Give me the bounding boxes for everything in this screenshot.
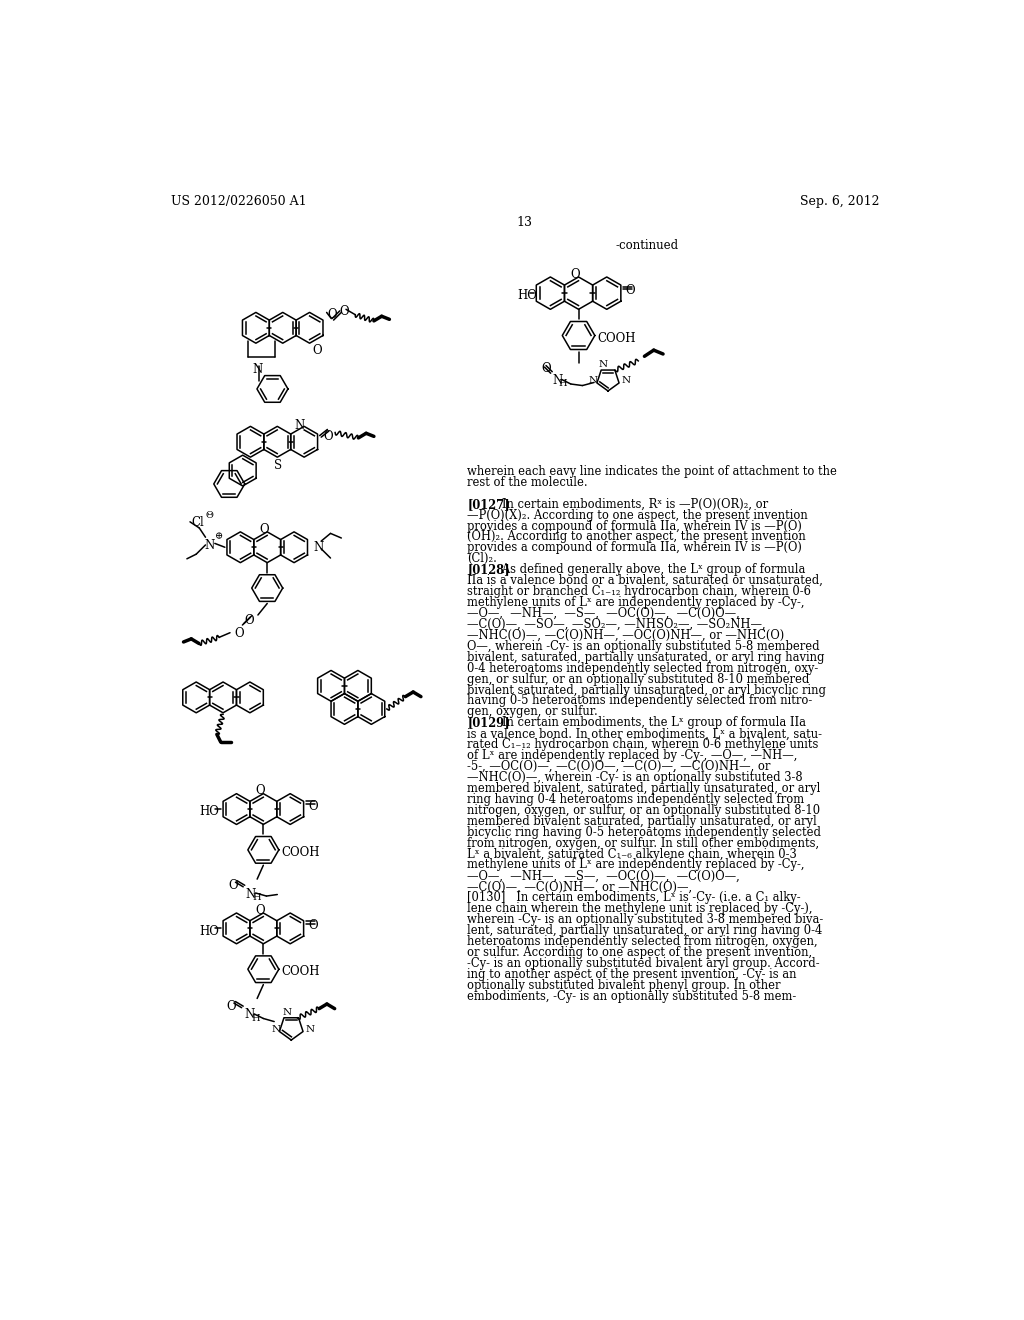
Text: N: N xyxy=(313,541,324,554)
Text: heteroatoms independently selected from nitrogen, oxygen,: heteroatoms independently selected from … xyxy=(467,935,818,948)
Text: N: N xyxy=(246,887,256,900)
Text: O: O xyxy=(324,430,333,444)
Text: embodiments, -Cy- is an optionally substituted 5-8 mem-: embodiments, -Cy- is an optionally subst… xyxy=(467,990,797,1003)
Text: —NHC(O)—, —C(O)NH—, —OC(O)NH—, or —NHC(O): —NHC(O)—, —C(O)NH—, —OC(O)NH—, or —NHC(O… xyxy=(467,628,784,642)
Text: provides a compound of formula IIa, wherein IV is —P(O): provides a compound of formula IIa, wher… xyxy=(467,520,803,532)
Text: O: O xyxy=(340,305,349,318)
Text: lent, saturated, partially unsaturated, or aryl ring having 0-4: lent, saturated, partially unsaturated, … xyxy=(467,924,822,937)
Text: O: O xyxy=(226,1001,236,1012)
Text: N: N xyxy=(252,363,262,376)
Text: —NHC(O)—, wherein -Cy- is an optionally substituted 3-8: —NHC(O)—, wherein -Cy- is an optionally … xyxy=(467,771,803,784)
Text: bivalent saturated, partially unsaturated, or aryl bicyclic ring: bivalent saturated, partially unsaturate… xyxy=(467,684,826,697)
Text: N: N xyxy=(271,1026,281,1035)
Text: -continued: -continued xyxy=(615,239,679,252)
Text: ing to another aspect of the present invention, -Cy- is an: ing to another aspect of the present inv… xyxy=(467,968,797,981)
Text: O: O xyxy=(244,614,254,627)
Text: HO: HO xyxy=(200,805,219,818)
Text: In certain embodiments, the Lˣ group of formula IIa: In certain embodiments, the Lˣ group of … xyxy=(492,717,806,730)
Text: 13: 13 xyxy=(517,216,532,230)
Text: O: O xyxy=(570,268,581,281)
Text: In certain embodiments, Rˣ is —P(O)(OR)₂, or: In certain embodiments, Rˣ is —P(O)(OR)₂… xyxy=(492,498,768,511)
Text: ring having 0-4 heteroatoms independently selected from: ring having 0-4 heteroatoms independentl… xyxy=(467,793,805,807)
Text: bivalent, saturated, partially unsaturated, or aryl ring having: bivalent, saturated, partially unsaturat… xyxy=(467,651,825,664)
Text: N: N xyxy=(305,1026,314,1035)
Text: -5-, —OC(O)—, —C(O)O—, —C(O)—, —C(O)NH—, or: -5-, —OC(O)—, —C(O)O—, —C(O)—, —C(O)NH—,… xyxy=(467,760,771,774)
Text: COOH: COOH xyxy=(597,331,636,345)
Text: [0128]: [0128] xyxy=(467,564,510,577)
Text: As defined generally above, the Lˣ group of formula: As defined generally above, the Lˣ group… xyxy=(492,564,806,577)
Text: -Cy- is an optionally substituted bivalent aryl group. Accord-: -Cy- is an optionally substituted bivale… xyxy=(467,957,820,970)
Text: H: H xyxy=(558,379,567,388)
Text: methylene units of Lˣ are independently replaced by -Cy-,: methylene units of Lˣ are independently … xyxy=(467,858,805,871)
Text: N: N xyxy=(599,360,608,370)
Text: bicyclic ring having 0-5 heteroatoms independently selected: bicyclic ring having 0-5 heteroatoms ind… xyxy=(467,826,821,838)
Text: straight or branched C₁₋₁₂ hydrocarbon chain, wherein 0-6: straight or branched C₁₋₁₂ hydrocarbon c… xyxy=(467,585,811,598)
Text: Lˣ a bivalent, saturated C₁₋₆ alkylene chain, wherein 0-3: Lˣ a bivalent, saturated C₁₋₆ alkylene c… xyxy=(467,847,798,861)
Text: —C(O)—, —C(O)NH—, or —NHC(O)—,: —C(O)—, —C(O)NH—, or —NHC(O)—, xyxy=(467,880,692,894)
Text: N: N xyxy=(589,376,598,385)
Text: O: O xyxy=(626,284,635,297)
Text: from nitrogen, oxygen, or sulfur. In still other embodiments,: from nitrogen, oxygen, or sulfur. In sti… xyxy=(467,837,819,850)
Text: of Lˣ are independently replaced by -Cy-, —O—, —NH—,: of Lˣ are independently replaced by -Cy-… xyxy=(467,750,798,762)
Text: (Cl)₂.: (Cl)₂. xyxy=(467,552,498,565)
Text: COOH: COOH xyxy=(282,846,319,859)
Text: having 0-5 heteroatoms independently selected from nitro-: having 0-5 heteroatoms independently sel… xyxy=(467,694,813,708)
Text: membered bivalent, saturated, partially unsaturated, or aryl: membered bivalent, saturated, partially … xyxy=(467,781,821,795)
Text: rest of the molecule.: rest of the molecule. xyxy=(467,475,588,488)
Text: S: S xyxy=(274,459,283,471)
Text: O: O xyxy=(312,343,323,356)
Text: O: O xyxy=(308,800,317,813)
Text: H: H xyxy=(253,892,261,902)
Text: N: N xyxy=(244,1008,254,1022)
Text: —C(O)—, —SO—, —SO₂—, —NHSO₂—, —SO₂NH—,: —C(O)—, —SO—, —SO₂—, —NHSO₂—, —SO₂NH—, xyxy=(467,618,766,631)
Text: O: O xyxy=(255,784,265,797)
Text: methylene units of Lˣ are independently replaced by -Cy-,: methylene units of Lˣ are independently … xyxy=(467,597,805,609)
Text: optionally substituted bivalent phenyl group. In other: optionally substituted bivalent phenyl g… xyxy=(467,978,781,991)
Text: [0129]: [0129] xyxy=(467,717,510,730)
Text: Θ: Θ xyxy=(206,511,213,520)
Text: Sep. 6, 2012: Sep. 6, 2012 xyxy=(800,195,880,209)
Text: is a valence bond. In other embodiments, Lˣ a bivalent, satu-: is a valence bond. In other embodiments,… xyxy=(467,727,822,741)
Text: O: O xyxy=(542,363,551,375)
Text: N: N xyxy=(204,539,214,552)
Text: nitrogen, oxygen, or sulfur, or an optionally substituted 8-10: nitrogen, oxygen, or sulfur, or an optio… xyxy=(467,804,820,817)
Text: N: N xyxy=(552,374,562,387)
Text: H: H xyxy=(251,1014,259,1023)
Text: —O—,  —NH—,  —S—,  —OC(O)—,  —C(O)O—,: —O—, —NH—, —S—, —OC(O)—, —C(O)O—, xyxy=(467,870,740,882)
Text: [0127]: [0127] xyxy=(467,498,510,511)
Text: Cl: Cl xyxy=(191,516,205,529)
Text: O: O xyxy=(308,919,317,932)
Text: US 2012/0226050 A1: US 2012/0226050 A1 xyxy=(171,195,306,209)
Text: wherein each eavy line indicates the point of attachment to the: wherein each eavy line indicates the poi… xyxy=(467,465,838,478)
Text: O: O xyxy=(255,904,265,917)
Text: IIa is a valence bond or a bivalent, saturated or unsaturated,: IIa is a valence bond or a bivalent, sat… xyxy=(467,574,823,587)
Text: 0-4 heteroatoms independently selected from nitrogen, oxy-: 0-4 heteroatoms independently selected f… xyxy=(467,661,819,675)
Text: gen, oxygen, or sulfur.: gen, oxygen, or sulfur. xyxy=(467,705,598,718)
Text: rated C₁₋₁₂ hydrocarbon chain, wherein 0-6 methylene units: rated C₁₋₁₂ hydrocarbon chain, wherein 0… xyxy=(467,738,819,751)
Text: O: O xyxy=(234,627,245,640)
Text: O—, wherein -Cy- is an optionally substituted 5-8 membered: O—, wherein -Cy- is an optionally substi… xyxy=(467,640,820,653)
Text: O: O xyxy=(228,879,239,892)
Text: gen, or sulfur, or an optionally substituted 8-10 membered: gen, or sulfur, or an optionally substit… xyxy=(467,673,810,685)
Text: lene chain wherein the methylene unit is replaced by -Cy-),: lene chain wherein the methylene unit is… xyxy=(467,903,813,915)
Text: O: O xyxy=(259,523,269,536)
Text: N: N xyxy=(622,376,631,385)
Text: [0130]   In certain embodiments, Lˣ is -Cy- (i.e. a C₁ alky-: [0130] In certain embodiments, Lˣ is -Cy… xyxy=(467,891,801,904)
Text: or sulfur. According to one aspect of the present invention,: or sulfur. According to one aspect of th… xyxy=(467,946,813,958)
Text: N: N xyxy=(294,420,304,432)
Text: —P(O)(X)₂. According to one aspect, the present invention: —P(O)(X)₂. According to one aspect, the … xyxy=(467,508,808,521)
Text: (OH)₂. According to another aspect, the present invention: (OH)₂. According to another aspect, the … xyxy=(467,531,806,544)
Text: ⊕: ⊕ xyxy=(215,533,223,541)
Text: wherein -Cy- is an optionally substituted 3-8 membered biva-: wherein -Cy- is an optionally substitute… xyxy=(467,913,823,927)
Text: HO: HO xyxy=(200,924,219,937)
Text: O: O xyxy=(328,308,337,321)
Text: —O—,  —NH—,  —S—,  —OC(O)—,  —C(O)O—,: —O—, —NH—, —S—, —OC(O)—, —C(O)O—, xyxy=(467,607,740,620)
Text: membered bivalent saturated, partially unsaturated, or aryl: membered bivalent saturated, partially u… xyxy=(467,814,817,828)
Text: HO: HO xyxy=(517,289,537,302)
Text: provides a compound of formula IIa, wherein IV is —P(O): provides a compound of formula IIa, wher… xyxy=(467,541,803,554)
Text: COOH: COOH xyxy=(282,965,319,978)
Text: N: N xyxy=(283,1007,292,1016)
